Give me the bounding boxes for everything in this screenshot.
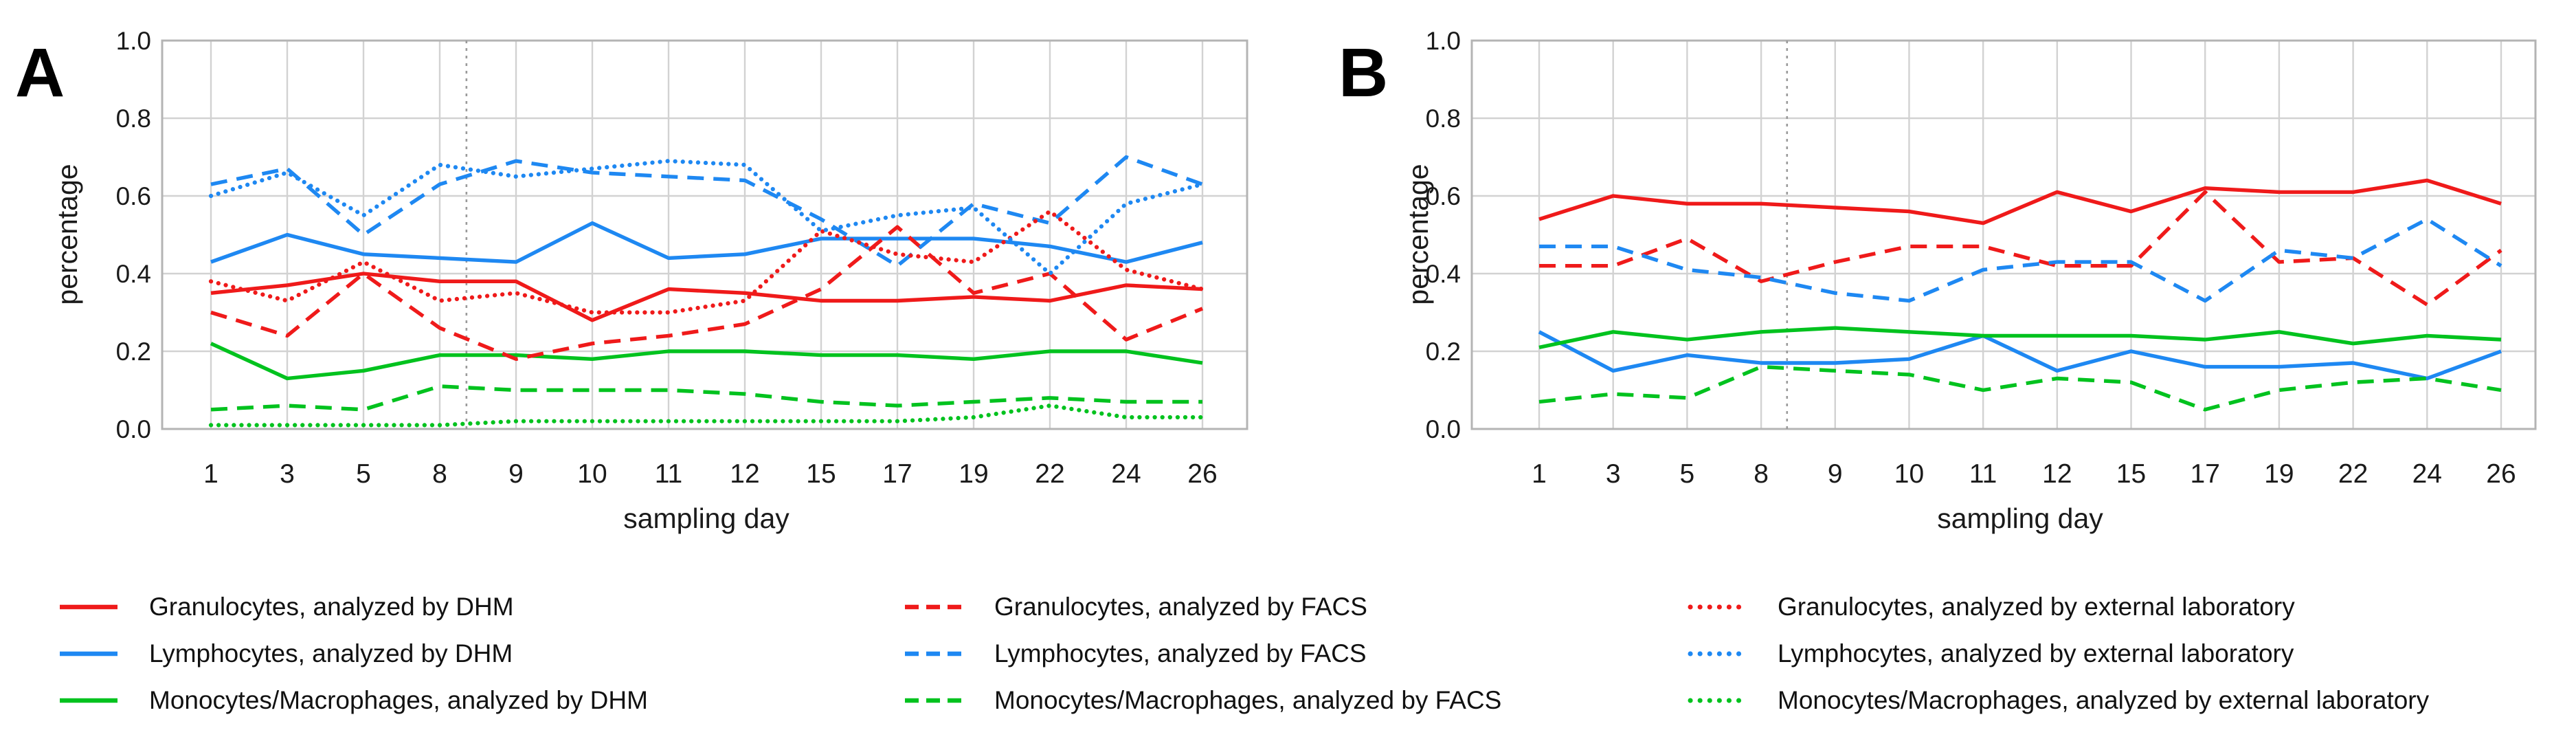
panel-a-x-axis-title: sampling day [623,503,789,534]
x-tick-label: 3 [280,459,295,489]
x-tick-label: 10 [1894,459,1924,489]
x-tick-label: 5 [1680,459,1695,489]
legend-label: Monocytes/Macrophages, analyzed by DHM [149,686,648,714]
x-tick-label: 1 [203,459,219,489]
legend-item: Monocytes/Macrophages, analyzed by exter… [1687,685,2429,716]
legend-dashed-line-swatch [905,604,963,610]
y-tick-label: 0.8 [116,104,151,133]
y-tick-label: 0.4 [116,260,151,288]
x-tick-label: 8 [1754,459,1769,489]
series-monocytes-macrophages-analyzed-by-external-laboratory [208,403,1205,428]
x-tick-label: 17 [2191,459,2220,489]
legend-item: Granulocytes, analyzed by DHM [58,592,514,622]
panel-a-gridlines [161,39,1248,430]
x-tick-label: 9 [1828,459,1843,489]
panel-b-x-axis-title: sampling day [1937,503,2103,534]
x-tick-label: 15 [806,459,836,489]
y-tick-label: 1.0 [1426,27,1461,55]
series-granulocytes-analyzed-by-dhm [1538,178,2502,225]
legend-dotted-line-swatch [1688,698,1747,703]
x-tick-label: 17 [882,459,912,489]
x-tick-label: 5 [356,459,371,489]
panel-a-series [208,155,1205,428]
legend-label: Lymphocytes, analyzed by external labora… [1778,639,2294,668]
y-tick-label: 0.0 [1426,415,1461,443]
series-granulocytes-analyzed-by-dhm [210,272,1203,322]
x-tick-label: 19 [959,459,988,489]
legend: Granulocytes, analyzed by DHM Lymphocytes… [0,584,2576,739]
legend-label: Lymphocytes, analyzed by DHM [149,639,513,668]
series-granulocytes-analyzed-by-facs [210,225,1204,361]
panel-b-y-axis-title: percentage [1402,164,1434,305]
legend-item: Monocytes/Macrophages, analyzed by FACS [904,685,1501,716]
legend-label: Monocytes/Macrophages, analyzed by exter… [1778,686,2430,714]
x-tick-label: 22 [1035,459,1064,489]
x-tick-label: 24 [1111,459,1141,489]
legend-dotted-line-swatch [1688,651,1747,657]
y-tick-label: 0.2 [116,338,151,366]
x-tick-label: 22 [2338,459,2368,489]
legend-label: Granulocytes, analyzed by FACS [994,593,1367,621]
series-granulocytes-analyzed-by-external-laboratory [208,209,1205,315]
legend-item: Granulocytes, analyzed by external labor… [1687,592,2295,622]
legend-dashed-line-swatch [905,698,963,703]
y-tick-label: 1.0 [116,27,151,55]
legend-label: Lymphocytes, analyzed by FACS [994,639,1367,668]
y-tick-label: 0.6 [1426,182,1461,210]
legend-item: Lymphocytes, analyzed by FACS [904,639,1367,669]
x-tick-label: 10 [577,459,607,489]
plot-border [161,39,1248,430]
panel-b-tick-labels: 0.0 0.2 0.4 0.6 0.8 1.0 1 3 5 8 9 10 11 12 15 17 19 22 24 2… [1426,27,2516,489]
series-monocytes-macrophages-analyzed-by-facs [1538,364,2502,412]
panel-a-tick-labels: 0.0 0.2 0.4 0.6 0.8 1.0 1 3 5 8 9 10 11 12 15 17 19 22 24 2… [116,27,1218,489]
y-tick-label: 0.2 [1426,338,1461,366]
plot-border [1470,39,2537,430]
series-lymphocytes-analyzed-by-facs [210,155,1203,268]
legend-item: Lymphocytes, analyzed by DHM [58,639,513,669]
x-tick-label: 15 [2116,459,2146,489]
y-tick-label: 0.8 [1426,104,1461,133]
legend-label: Monocytes/Macrophages, analyzed by FACS [994,686,1502,714]
legend-item: Granulocytes, analyzed by FACS [904,592,1367,622]
legend-label: Granulocytes, analyzed by external labor… [1778,593,2295,621]
y-tick-label: 0.6 [116,182,151,210]
x-tick-label: 12 [2042,459,2072,489]
series-monocytes-macrophages-analyzed-by-dhm [1538,326,2502,350]
panel-a-letter: A [15,34,65,111]
legend-solid-line-swatch [60,698,117,703]
series-monocytes-macrophages-analyzed-by-facs [210,384,1202,412]
legend-dashed-line-swatch [905,651,963,657]
dual-line-chart: 0.00.20.40.60.81.01 3 5 8 9 10 11 12 15 17 19 22 24 2… [15,27,2537,534]
y-tick-label: 0.4 [1426,260,1461,288]
y-tick-label: 0.0 [116,415,151,443]
panel-b-gridlines [1470,39,2537,430]
x-tick-label: 12 [730,459,759,489]
x-tick-label: 26 [1187,459,1217,489]
x-tick-label: 3 [1606,459,1621,489]
legend-item: Monocytes/Macrophages, analyzed by DHM [58,685,648,716]
x-tick-label: 11 [1969,459,1997,489]
legend-solid-line-swatch [60,651,117,657]
panel-a-y-axis-title: percentage [52,164,83,305]
series-monocytes-macrophages-analyzed-by-dhm [210,342,1203,381]
legend-item: Lymphocytes, analyzed by external labora… [1687,639,2294,669]
series-granulocytes-analyzed-by-facs [1539,190,2502,307]
x-tick-label: 8 [432,459,447,489]
legend-label: Granulocytes, analyzed by DHM [149,593,514,621]
series-lymphocytes-analyzed-by-dhm [210,221,1203,264]
series-lymphocytes-analyzed-by-dhm [1538,330,2502,381]
legend-dotted-line-swatch [1688,604,1747,610]
series-lymphocytes-analyzed-by-external-laboratory [208,159,1205,276]
x-tick-label: 11 [655,459,683,489]
x-tick-label: 19 [2264,459,2294,489]
legend-solid-line-swatch [60,604,117,610]
x-tick-label: 1 [1532,459,1547,489]
x-tick-label: 24 [2412,459,2442,489]
panel-b-series [1538,178,2502,412]
panel-b-letter: B [1339,34,1388,111]
x-tick-label: 9 [508,459,524,489]
series-lymphocytes-analyzed-by-facs [1539,217,2502,303]
x-tick-label: 26 [2486,459,2516,489]
